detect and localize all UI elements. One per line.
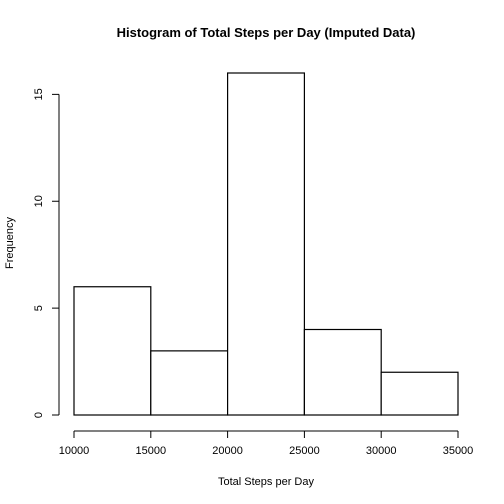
y-tick-label: 15 xyxy=(33,88,45,100)
chart-title: Histogram of Total Steps per Day (Impute… xyxy=(117,25,416,40)
x-tick-label: 20000 xyxy=(212,445,243,457)
histogram-bar-4 xyxy=(303,328,382,416)
x-axis-label: Total Steps per Day xyxy=(218,476,314,488)
x-axis: 10000 15000 20000 25000 30000 35000 xyxy=(59,430,474,457)
y-axis-label: Frequency xyxy=(4,217,16,269)
x-tick-label: 30000 xyxy=(366,445,397,457)
y-axis: 0 5 10 15 xyxy=(33,88,60,418)
histogram-bars xyxy=(73,72,459,416)
x-tick-label: 15000 xyxy=(136,445,167,457)
y-tick-label: 0 xyxy=(33,412,45,418)
histogram-bar-5 xyxy=(380,371,459,416)
x-tick-label: 25000 xyxy=(289,445,320,457)
histogram-bar-1 xyxy=(73,286,152,416)
histogram-bar-2 xyxy=(150,350,229,416)
x-tick-label: 35000 xyxy=(443,445,474,457)
histogram-bar-3 xyxy=(227,72,306,416)
y-tick-label: 10 xyxy=(33,195,45,207)
x-tick-label: 10000 xyxy=(59,445,90,457)
y-tick-label: 5 xyxy=(33,305,45,311)
